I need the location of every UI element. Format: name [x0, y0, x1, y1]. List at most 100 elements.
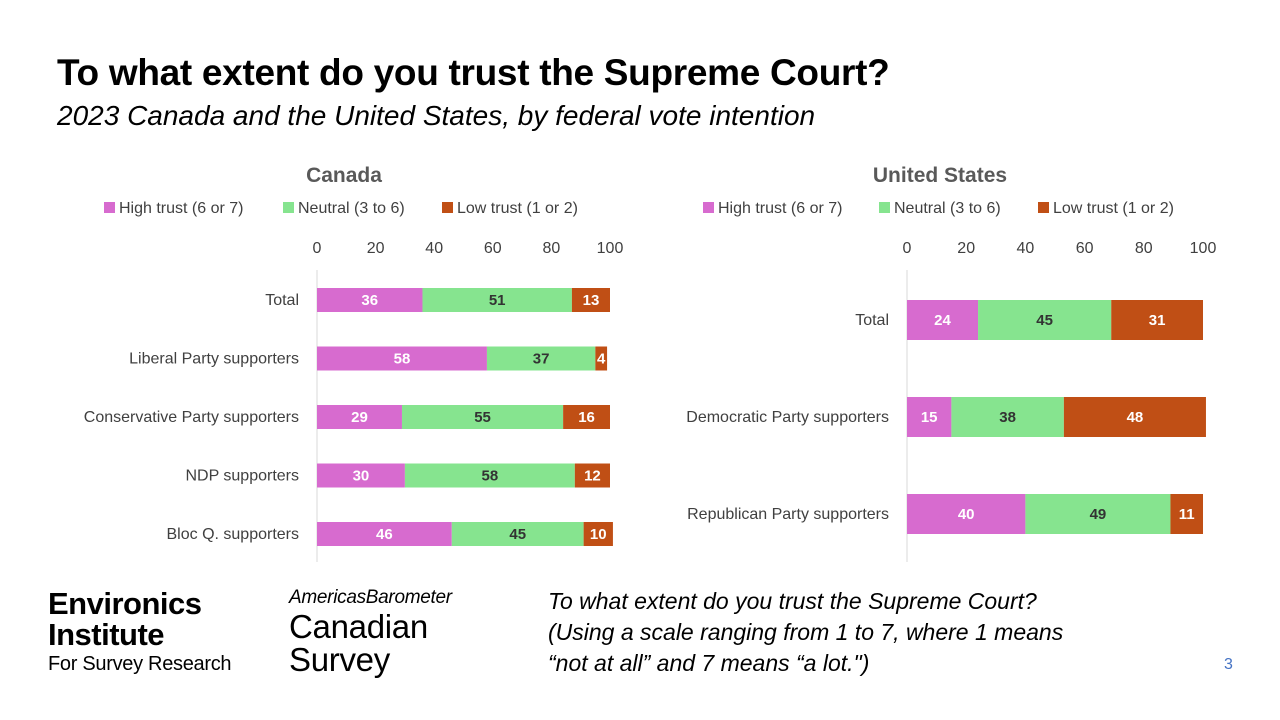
legend-label: High trust (6 or 7) [119, 200, 243, 217]
data-label: 12 [584, 468, 601, 485]
x-tick-label: 40 [425, 240, 443, 257]
bar-segment [574, 463, 610, 488]
question-line: (Using a scale ranging from 1 to 7, wher… [548, 619, 1064, 645]
bar-segment [401, 405, 564, 429]
us-chart: United States High trust (6 or 7) Neutral … [686, 164, 1217, 562]
x-tick-label: 80 [1135, 240, 1153, 257]
bar-segment [907, 300, 979, 340]
logo-line: Environics [48, 586, 202, 621]
chart-title: United States [873, 164, 1007, 187]
bar-segment [1111, 300, 1203, 340]
bar-segment [583, 522, 613, 546]
bar-segment [317, 522, 452, 546]
page-number: 3 [1224, 656, 1233, 673]
data-label: 10 [590, 526, 607, 543]
legend-swatch [879, 202, 890, 213]
bar-segment [422, 288, 572, 312]
x-tick-label: 20 [957, 240, 975, 257]
bar-segment [907, 494, 1026, 534]
x-tick-label: 100 [1190, 240, 1217, 257]
data-label: 58 [482, 468, 499, 485]
question-line: “not at all” and 7 means “a lot.") [548, 650, 870, 676]
x-tick-label: 60 [484, 240, 502, 257]
category-label: Conservative Party supporters [84, 409, 299, 426]
data-label: 13 [583, 292, 600, 309]
bar-segment [317, 463, 405, 488]
legend-item: High trust (6 or 7) [104, 200, 243, 217]
bar-segment [1063, 397, 1206, 437]
legend-swatch [442, 202, 453, 213]
category-label: Total [265, 292, 299, 309]
logo-line: For Survey Research [48, 653, 232, 675]
bar-segment [1025, 494, 1171, 534]
legend-swatch [703, 202, 714, 213]
data-label: 11 [1179, 506, 1195, 523]
logo-line: AmericasBarometer [289, 587, 452, 608]
category-label: Total [855, 312, 889, 329]
bar-segment [595, 346, 608, 371]
data-label: 45 [1036, 312, 1053, 329]
data-label: 31 [1149, 312, 1166, 329]
bar-segment [486, 346, 596, 371]
data-label: 24 [934, 312, 951, 329]
x-tick-label: 100 [597, 240, 624, 257]
logo-line: Canadian [289, 608, 428, 645]
data-label: 48 [1127, 409, 1144, 426]
legend-swatch [1038, 202, 1049, 213]
legend-label: Neutral (3 to 6) [298, 200, 405, 217]
canada-chart: Canada High trust (6 or 7) Neutral (3 to 6… [84, 164, 624, 562]
bar-segment [907, 397, 952, 437]
data-label: 45 [509, 526, 526, 543]
bar-segment [571, 288, 610, 312]
page-title: To what extent do you trust the Supreme … [57, 52, 890, 93]
page-subtitle: 2023 Canada and the United States, by fe… [57, 100, 816, 131]
americas-barometer-logo: AmericasBarometer Canadian Survey [289, 586, 509, 676]
data-label: 40 [958, 506, 975, 523]
bar-segment [404, 463, 575, 488]
bar-segment [317, 288, 423, 312]
data-label: 30 [353, 468, 370, 485]
logo-line: Survey [289, 641, 390, 678]
legend-swatch [283, 202, 294, 213]
bar-segment [978, 300, 1112, 340]
bar-segment [563, 405, 610, 429]
x-tick-label: 60 [1076, 240, 1094, 257]
legend-item: Neutral (3 to 6) [283, 200, 405, 217]
question-line: To what extent do you trust the Supreme … [548, 588, 1037, 614]
category-label: NDP supporters [185, 468, 299, 485]
legend-label: Low trust (1 or 2) [1053, 200, 1174, 217]
logo-line: Institute [48, 617, 165, 652]
data-label: 38 [999, 409, 1016, 426]
legend-label: High trust (6 or 7) [718, 200, 842, 217]
data-label: 58 [394, 351, 411, 368]
category-label: Bloc Q. supporters [167, 526, 300, 543]
category-label: Democratic Party supporters [686, 409, 889, 426]
x-tick-label: 20 [367, 240, 385, 257]
x-tick-label: 0 [313, 240, 322, 257]
bar-segment [1170, 494, 1203, 534]
bar-segment [951, 397, 1064, 437]
legend-swatch [104, 202, 115, 213]
survey-question: To what extent do you trust the Supreme … [548, 586, 1168, 679]
legend-item: High trust (6 or 7) [703, 200, 842, 217]
environics-institute-logo: Environics Institute For Survey Research [48, 588, 248, 678]
legend-item: Neutral (3 to 6) [879, 200, 1001, 217]
x-tick-label: 0 [903, 240, 912, 257]
legend-label: Low trust (1 or 2) [457, 200, 578, 217]
category-label: Republican Party supporters [687, 506, 889, 523]
bar-segment [317, 405, 402, 429]
legend-label: Neutral (3 to 6) [894, 200, 1001, 217]
data-label: 4 [597, 351, 606, 368]
data-label: 29 [351, 409, 368, 426]
legend-item: Low trust (1 or 2) [1038, 200, 1174, 217]
data-label: 46 [376, 526, 393, 543]
x-tick-label: 80 [543, 240, 561, 257]
x-tick-label: 40 [1017, 240, 1035, 257]
legend-item: Low trust (1 or 2) [442, 200, 578, 217]
data-label: 16 [578, 409, 595, 426]
data-label: 37 [533, 351, 550, 368]
category-label: Liberal Party supporters [129, 351, 299, 368]
chart-title: Canada [306, 164, 382, 187]
data-label: 36 [361, 292, 378, 309]
data-label: 49 [1090, 506, 1107, 523]
